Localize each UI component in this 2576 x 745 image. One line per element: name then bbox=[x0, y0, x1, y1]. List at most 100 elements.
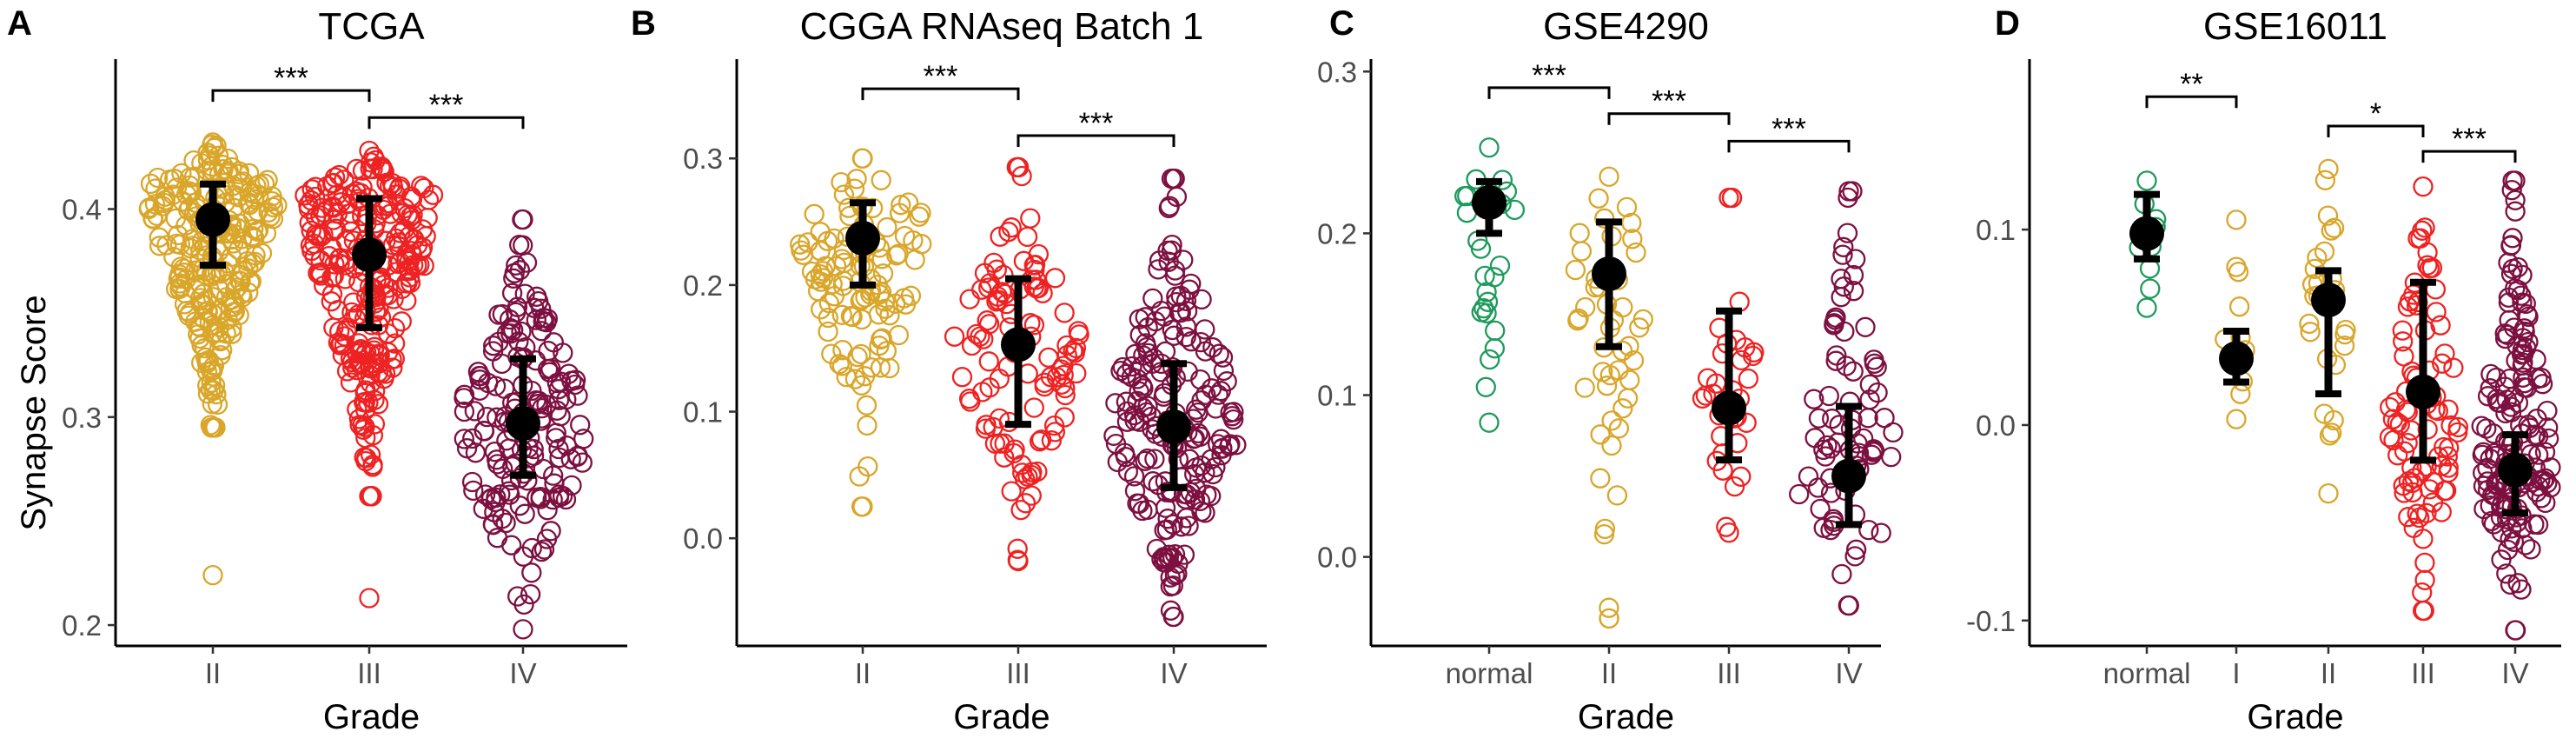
data-point bbox=[2537, 400, 2558, 422]
data-point bbox=[196, 289, 217, 310]
data-point bbox=[532, 397, 553, 419]
data-point bbox=[1608, 418, 1630, 439]
data-point bbox=[546, 428, 566, 449]
data-point bbox=[237, 250, 258, 272]
data-point bbox=[911, 203, 931, 223]
data-point bbox=[1822, 409, 1843, 429]
group-i-summary bbox=[2219, 328, 2254, 386]
data-point bbox=[1034, 372, 1055, 394]
data-point bbox=[812, 261, 834, 282]
data-point bbox=[852, 496, 873, 517]
data-point bbox=[454, 401, 475, 422]
significance-bracket: *** bbox=[861, 60, 1020, 101]
data-point bbox=[521, 537, 542, 559]
data-point bbox=[1810, 498, 1831, 520]
data-point bbox=[2379, 427, 2401, 448]
x-tick-label: III bbox=[357, 657, 381, 689]
data-point bbox=[204, 375, 226, 396]
data-point bbox=[224, 302, 245, 323]
data-point bbox=[2413, 529, 2434, 549]
panel-title: CGGA RNAseq Batch 1 bbox=[800, 5, 1204, 48]
data-point bbox=[994, 447, 1015, 468]
data-point bbox=[500, 469, 522, 491]
data-point bbox=[354, 391, 375, 413]
x-axis-title: Grade bbox=[1578, 698, 1674, 736]
data-point bbox=[2500, 236, 2521, 256]
x-tick-label: III bbox=[2411, 657, 2435, 689]
data-point bbox=[1480, 349, 1500, 370]
data-point bbox=[492, 303, 513, 325]
data-point bbox=[2434, 343, 2455, 364]
data-point bbox=[1125, 343, 1146, 364]
data-point bbox=[2471, 416, 2492, 436]
y-tick-label: 0.0 bbox=[1976, 409, 2016, 442]
data-point bbox=[1135, 333, 1156, 354]
data-point bbox=[801, 261, 823, 283]
mean-point bbox=[1592, 256, 1626, 291]
data-point bbox=[2438, 457, 2459, 478]
panel-letter: C bbox=[1329, 4, 1354, 43]
group-iv-summary bbox=[1156, 360, 1191, 491]
y-tick-label: 0.3 bbox=[62, 402, 102, 434]
data-point bbox=[1157, 509, 1178, 529]
data-point bbox=[2524, 514, 2545, 535]
y-tick-label: 0.1 bbox=[683, 396, 723, 429]
data-point bbox=[2417, 255, 2438, 276]
data-point bbox=[464, 401, 485, 422]
data-point bbox=[1103, 425, 1124, 446]
data-point bbox=[359, 486, 380, 507]
data-point bbox=[1692, 388, 1713, 409]
data-point bbox=[2489, 392, 2511, 414]
data-point bbox=[1474, 265, 1495, 287]
data-point bbox=[548, 379, 569, 400]
data-point bbox=[1724, 476, 1745, 497]
data-point bbox=[210, 345, 231, 366]
data-point bbox=[1010, 499, 1031, 521]
data-point bbox=[1110, 360, 1131, 382]
data-point bbox=[1594, 208, 1615, 229]
x-tick-label: II bbox=[1601, 657, 1617, 689]
data-point bbox=[2495, 402, 2516, 424]
data-point bbox=[1477, 291, 1499, 312]
data-point bbox=[1571, 241, 1593, 262]
data-point bbox=[831, 249, 852, 269]
data-point bbox=[1479, 137, 1500, 158]
data-point bbox=[470, 365, 491, 387]
data-point bbox=[1162, 514, 1183, 535]
data-point bbox=[1001, 481, 1022, 502]
data-point bbox=[831, 304, 852, 325]
data-point bbox=[2434, 481, 2455, 502]
data-point bbox=[380, 203, 401, 224]
bracket-line bbox=[1607, 112, 1731, 125]
data-point bbox=[144, 194, 166, 215]
data-point bbox=[514, 503, 535, 524]
data-point bbox=[482, 514, 503, 535]
x-axis-title: Grade bbox=[953, 698, 1050, 736]
data-point bbox=[1040, 367, 1062, 388]
data-point bbox=[1142, 471, 1163, 492]
data-point bbox=[2414, 217, 2435, 238]
data-point bbox=[461, 471, 483, 493]
data-point bbox=[334, 170, 354, 190]
data-point bbox=[1201, 485, 1222, 507]
data-point bbox=[521, 562, 542, 583]
data-point bbox=[833, 252, 855, 274]
panel-title: TCGA bbox=[318, 5, 425, 48]
data-point bbox=[822, 274, 843, 295]
data-point bbox=[346, 158, 368, 180]
data-point bbox=[818, 292, 839, 314]
x-tick-label: IV bbox=[2501, 657, 2528, 689]
data-point bbox=[1831, 563, 1852, 585]
data-point bbox=[842, 306, 863, 328]
group-iii-points bbox=[2379, 176, 2469, 622]
data-point bbox=[349, 415, 370, 436]
data-point bbox=[516, 252, 538, 273]
bracket-line bbox=[1016, 134, 1175, 148]
data-point bbox=[565, 369, 586, 390]
data-point bbox=[524, 297, 545, 318]
data-point bbox=[384, 317, 406, 339]
x-tick-label: II bbox=[2321, 657, 2336, 689]
data-point bbox=[539, 362, 560, 382]
data-point bbox=[1178, 516, 1199, 536]
data-point bbox=[1575, 296, 1596, 318]
